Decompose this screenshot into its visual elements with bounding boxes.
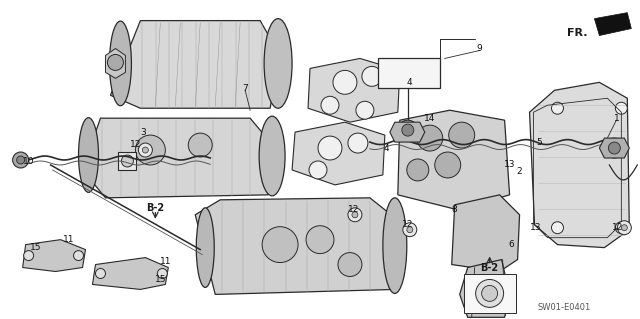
Circle shape [402, 124, 414, 136]
Circle shape [306, 226, 334, 254]
Circle shape [13, 152, 29, 168]
Polygon shape [83, 118, 275, 198]
Circle shape [348, 208, 362, 222]
Circle shape [338, 253, 362, 277]
Circle shape [318, 136, 342, 160]
Ellipse shape [79, 118, 99, 192]
Polygon shape [195, 198, 400, 294]
Text: FR.: FR. [567, 27, 588, 38]
Text: 12: 12 [130, 140, 141, 149]
Text: 12: 12 [348, 205, 360, 214]
Circle shape [188, 133, 212, 157]
Text: B-2: B-2 [481, 263, 499, 272]
Text: 7: 7 [243, 84, 248, 93]
Text: SW01-E0401: SW01-E0401 [538, 303, 591, 312]
Text: 8: 8 [452, 205, 458, 214]
Circle shape [398, 120, 418, 140]
Circle shape [615, 102, 627, 114]
Text: 14: 14 [424, 114, 435, 123]
Circle shape [621, 225, 627, 231]
Polygon shape [308, 58, 400, 122]
Text: 3: 3 [141, 128, 147, 137]
Circle shape [262, 227, 298, 263]
Polygon shape [390, 122, 425, 142]
Ellipse shape [383, 198, 407, 293]
Text: 15: 15 [30, 243, 42, 252]
Polygon shape [529, 82, 629, 248]
Text: 12: 12 [612, 223, 623, 232]
Circle shape [136, 135, 165, 165]
Text: B-2: B-2 [147, 203, 164, 213]
Circle shape [449, 122, 475, 148]
Circle shape [552, 222, 563, 234]
Text: 4: 4 [384, 144, 390, 152]
Text: 15: 15 [155, 275, 166, 284]
Circle shape [604, 138, 625, 158]
Circle shape [407, 159, 429, 181]
Circle shape [108, 55, 124, 70]
Bar [378, 58, 440, 88]
Circle shape [333, 70, 357, 94]
Circle shape [309, 161, 327, 179]
Polygon shape [93, 257, 168, 289]
Text: 9: 9 [477, 44, 483, 53]
Bar [464, 273, 516, 313]
Circle shape [142, 147, 148, 153]
Text: 12: 12 [402, 220, 413, 229]
Circle shape [95, 269, 106, 278]
Circle shape [618, 221, 631, 235]
Circle shape [122, 155, 133, 167]
Circle shape [615, 222, 627, 234]
Polygon shape [398, 110, 509, 210]
Polygon shape [292, 122, 385, 185]
Circle shape [352, 212, 358, 218]
Text: 1: 1 [614, 114, 620, 123]
Polygon shape [460, 260, 509, 317]
Circle shape [24, 251, 34, 261]
Circle shape [552, 102, 563, 114]
Circle shape [417, 125, 443, 151]
Text: 2: 2 [516, 167, 522, 176]
Text: 11: 11 [63, 235, 74, 244]
Bar [118, 152, 136, 170]
Polygon shape [452, 195, 520, 271]
Circle shape [609, 142, 620, 154]
Text: 5: 5 [537, 137, 542, 146]
Circle shape [348, 133, 368, 153]
Circle shape [476, 279, 504, 307]
Text: 11: 11 [159, 257, 171, 266]
Polygon shape [106, 48, 125, 78]
Circle shape [435, 152, 461, 178]
Circle shape [138, 143, 152, 157]
Text: 13: 13 [530, 223, 541, 232]
Circle shape [362, 66, 382, 86]
Circle shape [321, 96, 339, 114]
Circle shape [403, 223, 417, 237]
Ellipse shape [264, 19, 292, 108]
Circle shape [407, 227, 413, 233]
Ellipse shape [196, 208, 214, 287]
Circle shape [74, 251, 83, 261]
Circle shape [482, 286, 498, 301]
Polygon shape [600, 138, 629, 158]
Polygon shape [111, 21, 280, 108]
Polygon shape [22, 240, 86, 271]
Circle shape [17, 156, 25, 164]
Circle shape [157, 269, 167, 278]
Text: 4: 4 [407, 78, 413, 87]
Polygon shape [595, 13, 631, 35]
Ellipse shape [109, 21, 131, 106]
Ellipse shape [259, 116, 285, 196]
Text: 10: 10 [23, 158, 35, 167]
Text: 6: 6 [509, 240, 515, 249]
Text: 13: 13 [504, 160, 515, 169]
Circle shape [356, 101, 374, 119]
